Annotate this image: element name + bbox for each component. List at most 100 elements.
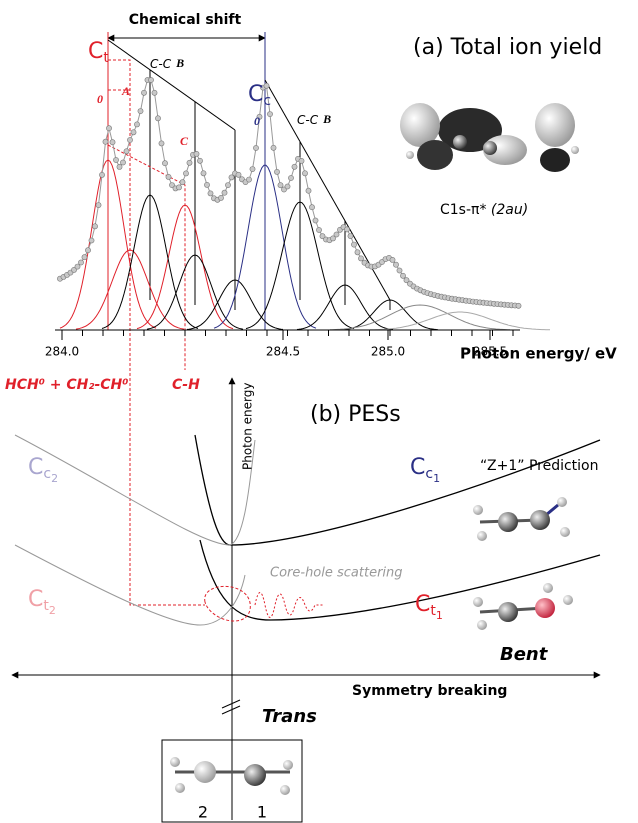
yield-point bbox=[333, 231, 340, 238]
orbital: C1s-π* bbox=[440, 202, 486, 218]
yield-point bbox=[284, 183, 291, 190]
ct-label: Ct bbox=[88, 39, 109, 66]
yield-point bbox=[148, 77, 154, 83]
yield-point bbox=[155, 115, 161, 122]
scattering-label: Core-hole scattering bbox=[270, 566, 403, 581]
yield-point bbox=[298, 157, 305, 164]
ct-base: C bbox=[88, 39, 103, 64]
yield-point bbox=[85, 247, 91, 254]
shift-label: Chemical shift bbox=[129, 12, 242, 28]
yield-point bbox=[274, 168, 280, 175]
x-ticks: 284.0 284.5 285.0 285.5 bbox=[45, 330, 514, 359]
yield-point bbox=[99, 171, 105, 178]
component-peak bbox=[370, 311, 550, 331]
yield-point bbox=[176, 184, 182, 191]
x-axis-label: Photon energy/ eV bbox=[460, 345, 617, 363]
yield-point bbox=[263, 82, 270, 89]
state-base: C bbox=[410, 455, 425, 480]
yield-point bbox=[316, 227, 322, 233]
yield-point bbox=[158, 140, 165, 147]
yield-point bbox=[81, 254, 88, 261]
yield-point bbox=[151, 89, 158, 96]
component-peak bbox=[75, 249, 185, 330]
prediction-label: “Z+1” Prediction bbox=[480, 458, 599, 474]
component-peak bbox=[245, 201, 355, 330]
state-index: 1 bbox=[433, 472, 440, 485]
yield-point bbox=[141, 89, 147, 96]
x-axis-label: Symmetry breaking bbox=[352, 683, 507, 699]
yield-point bbox=[169, 182, 175, 188]
origin-label: 0 bbox=[97, 92, 103, 106]
component-peak bbox=[213, 164, 317, 329]
cc1-label: Cc1 bbox=[410, 455, 440, 485]
yield-point bbox=[246, 176, 252, 183]
yield-point bbox=[396, 267, 403, 274]
yield-point bbox=[389, 256, 396, 263]
site-label: 2 bbox=[198, 803, 208, 822]
yield-point bbox=[179, 179, 186, 186]
cc-sub: c bbox=[263, 93, 271, 109]
yield-point bbox=[393, 261, 399, 268]
bent-label: Bent bbox=[500, 644, 549, 665]
vib-mode: B bbox=[322, 112, 331, 126]
yield-point bbox=[358, 255, 364, 262]
yield-point bbox=[134, 121, 140, 128]
yield-point bbox=[102, 138, 109, 145]
yield-point bbox=[109, 139, 116, 146]
yield-point bbox=[221, 189, 228, 196]
state-sub: c bbox=[425, 466, 433, 482]
yield-point bbox=[123, 148, 130, 155]
yield-point bbox=[218, 194, 224, 201]
state-sub: t bbox=[43, 598, 49, 614]
component-peak bbox=[341, 299, 439, 331]
yield-point bbox=[225, 182, 231, 188]
yield-point bbox=[165, 173, 172, 180]
origin-label: 0 bbox=[254, 114, 260, 128]
yield-point bbox=[95, 202, 102, 208]
yield-point bbox=[113, 157, 119, 163]
trans-label: Trans bbox=[262, 706, 317, 727]
state-base: C bbox=[28, 587, 43, 612]
yield-point bbox=[183, 170, 189, 177]
orbital-label: C1s-π* (2au) bbox=[440, 202, 528, 218]
yield-point bbox=[267, 111, 273, 117]
yield-point bbox=[120, 159, 126, 166]
yield-point bbox=[127, 137, 133, 143]
vib-label: C-C B bbox=[150, 56, 184, 71]
x-tick-label: 285.5 bbox=[473, 345, 507, 359]
yield-point bbox=[193, 150, 200, 157]
yield-point bbox=[277, 182, 284, 189]
yield-point bbox=[351, 241, 357, 248]
ct1-label: Ct1 bbox=[415, 592, 443, 622]
ct-sub: t bbox=[103, 50, 109, 66]
y-axis-label: Photon energy bbox=[241, 383, 255, 470]
yield-point bbox=[515, 302, 522, 309]
component-peak bbox=[186, 279, 284, 330]
yield-point bbox=[305, 187, 312, 194]
component-peak bbox=[146, 254, 244, 330]
yield-point bbox=[228, 174, 235, 181]
yield-point bbox=[88, 237, 95, 244]
line-art bbox=[11, 32, 601, 823]
yield-point bbox=[204, 181, 210, 188]
ch-label: C-H bbox=[172, 377, 200, 393]
yield-point bbox=[71, 266, 77, 273]
component-peak bbox=[330, 304, 510, 331]
component-peak bbox=[296, 284, 394, 330]
component-peak bbox=[59, 159, 157, 329]
yield-point bbox=[197, 157, 203, 164]
yield-point bbox=[106, 125, 112, 132]
cc2-label: Cc2 bbox=[28, 455, 58, 485]
vib-mode-text: C-C bbox=[297, 113, 319, 127]
state-sub: c bbox=[43, 466, 51, 482]
yield-point bbox=[288, 175, 294, 181]
label-c: C bbox=[180, 134, 189, 148]
orbital-symmetry: (2au) bbox=[491, 202, 528, 218]
panel-a-title: (a) Total ion yield bbox=[413, 35, 602, 60]
yield-point bbox=[309, 204, 315, 211]
site-label: 1 bbox=[257, 803, 267, 822]
component-peak bbox=[101, 194, 199, 329]
yield-point bbox=[344, 226, 350, 233]
yield-point bbox=[235, 171, 242, 178]
yield-point bbox=[270, 144, 277, 151]
